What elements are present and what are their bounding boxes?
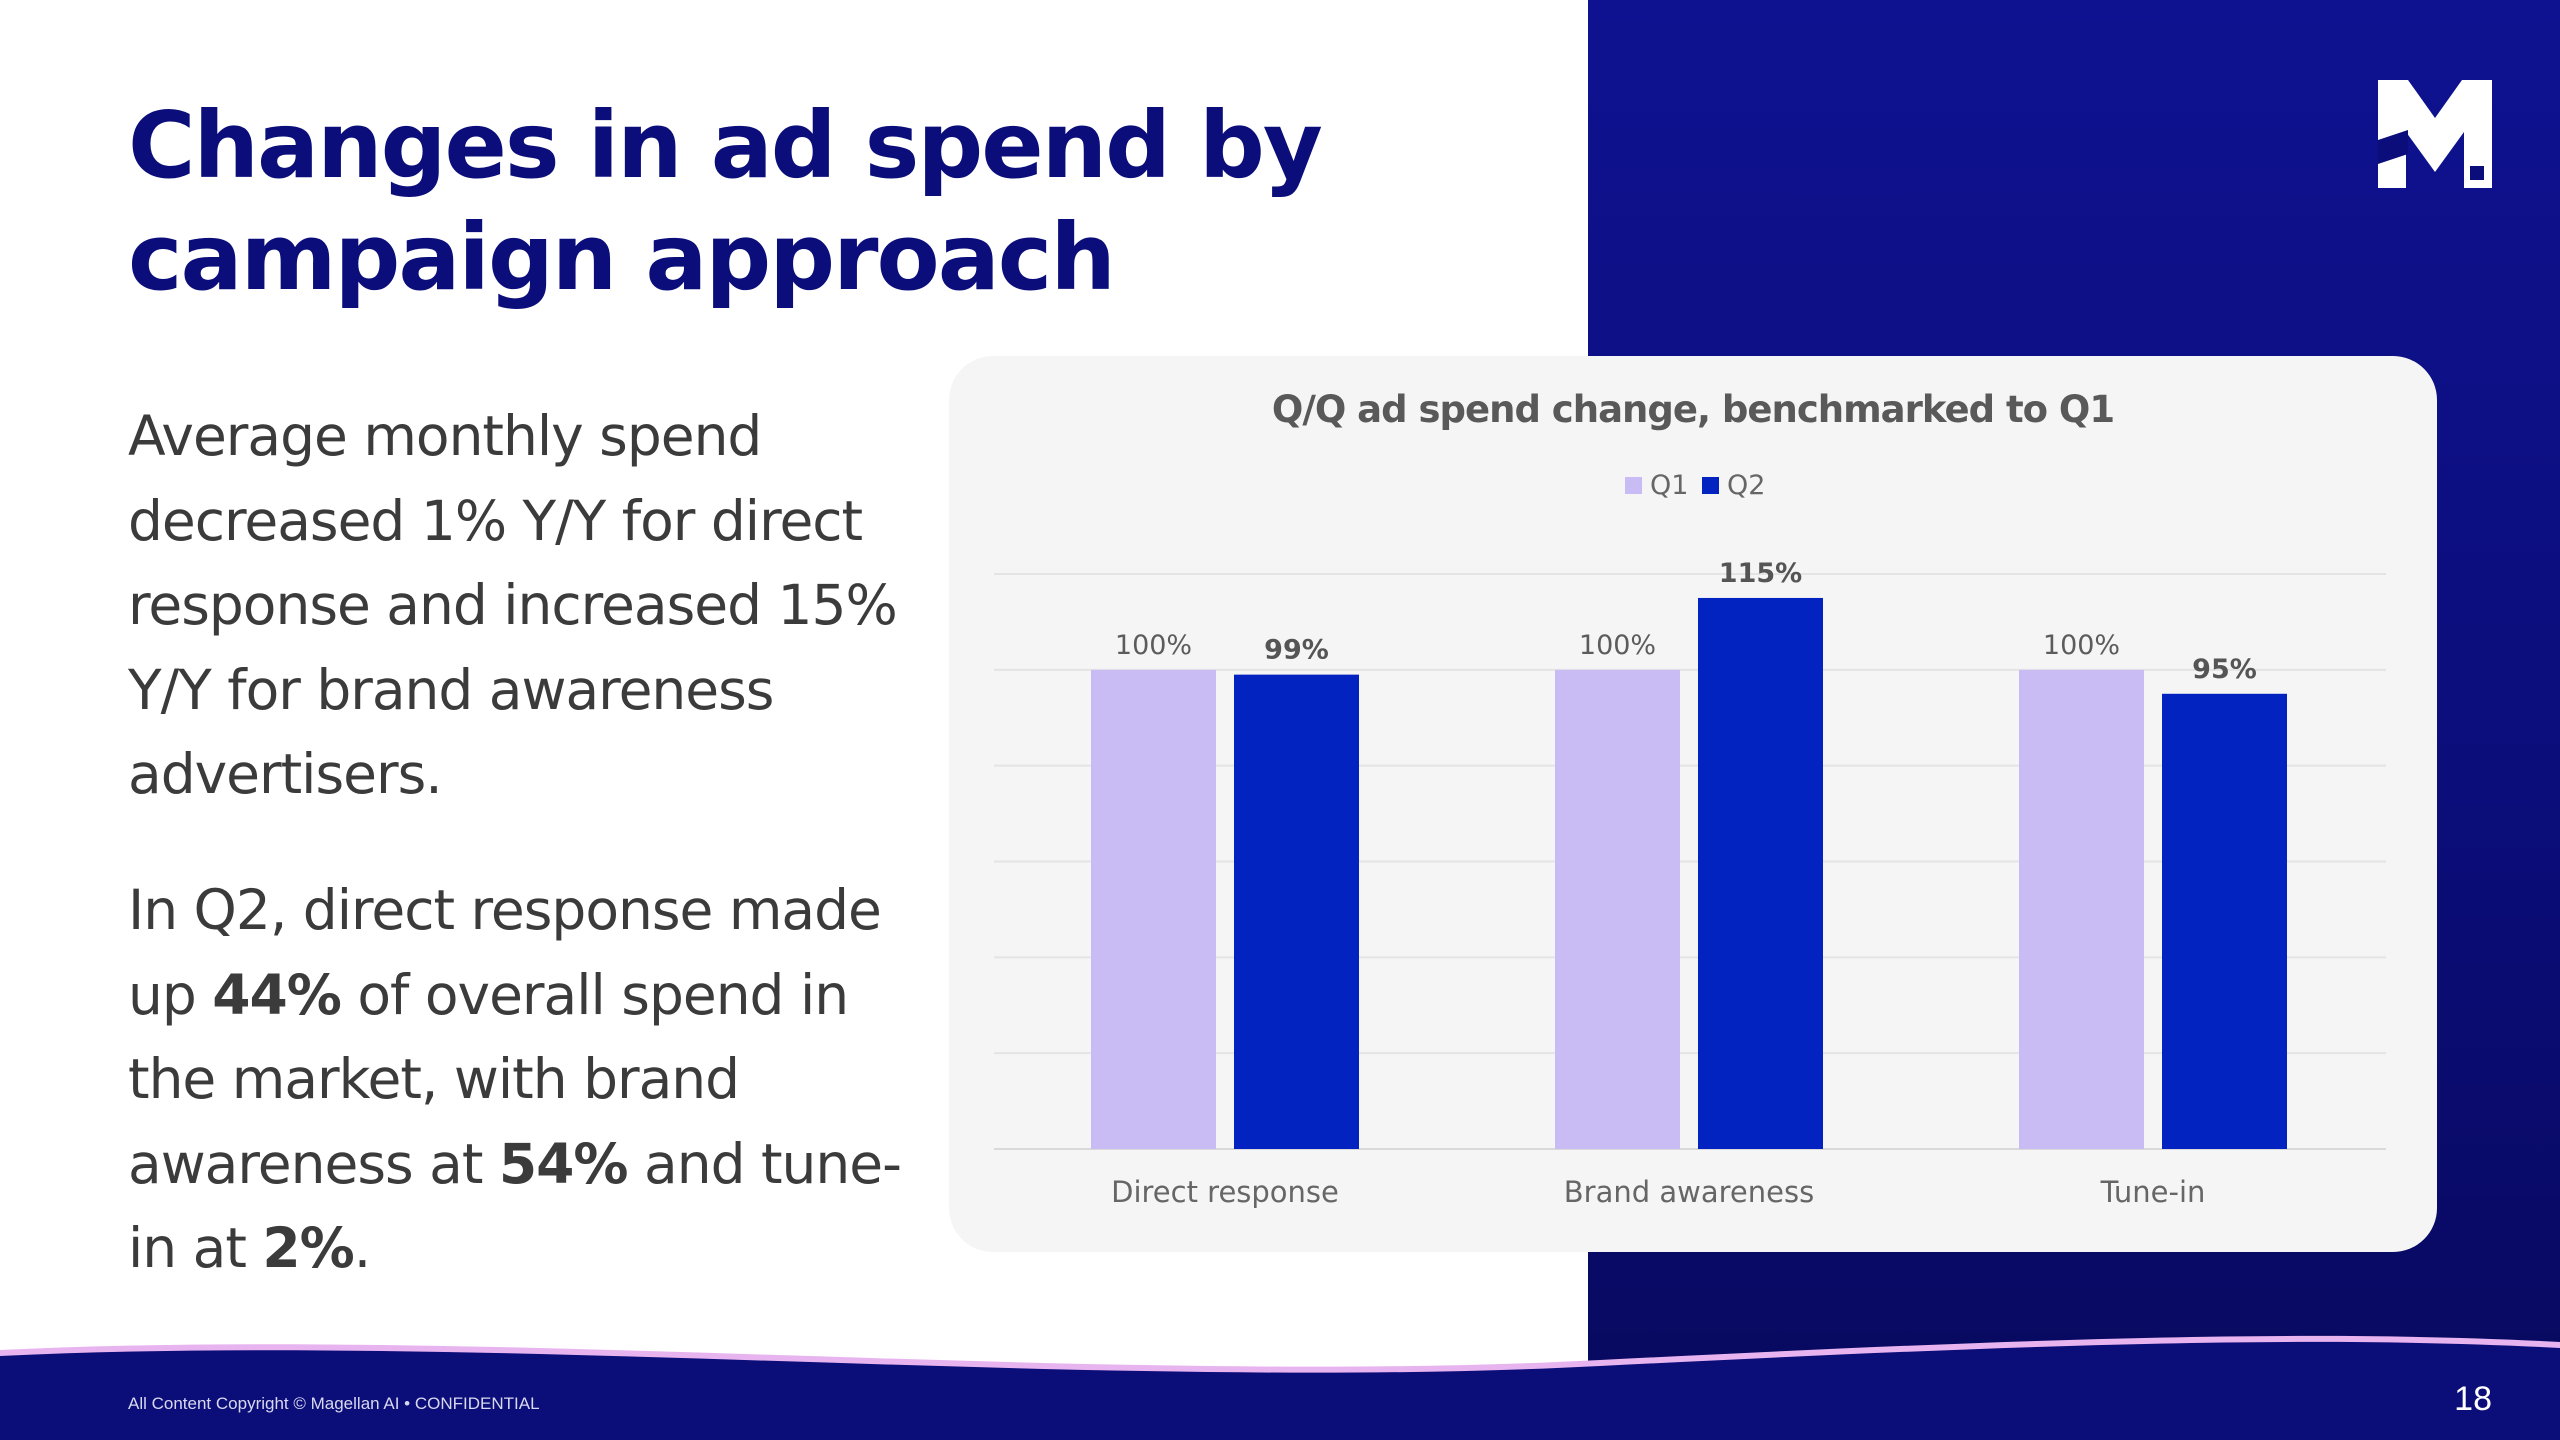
share-text-1: In Q2, direct response made up — [128, 878, 882, 1027]
bar-q1-3 — [2019, 669, 2144, 1149]
legend-swatch-q2 — [1702, 477, 1719, 494]
value-label-q2-2: 115% — [1719, 558, 1802, 589]
share-paragraph: In Q2, direct response made up 44% of ov… — [128, 868, 928, 1291]
value-label-q1-1: 100% — [1115, 630, 1192, 661]
bar-chart: Q/Q ad spend change, benchmarked to Q1 Q… — [994, 388, 2386, 1209]
legend-label-q1: Q1 — [1650, 470, 1688, 501]
legend-swatch-q1 — [1625, 477, 1642, 494]
share-text-3: and tune-in at — [128, 1131, 902, 1281]
brand-awareness-share: 54% — [498, 1131, 629, 1196]
magellan-m-logo-icon — [2378, 80, 2492, 188]
share-text-2: of overall spend in the market, with bra… — [128, 962, 849, 1196]
bar-q2-2 — [1698, 597, 1823, 1149]
page-number: 18 — [2454, 1380, 2492, 1418]
bar-q2-1 — [1234, 674, 1359, 1149]
direct-response-share: 44% — [212, 962, 342, 1027]
copyright-notice: All Content Copyright © Magellan AI • CO… — [128, 1394, 540, 1413]
category-label-2: Brand awareness — [1564, 1175, 1814, 1209]
footer-wave — [0, 1335, 2560, 1440]
value-label-q2-3: 95% — [2192, 654, 2257, 685]
value-label-q1-2: 100% — [1579, 630, 1656, 661]
tune-in-share: 2% — [262, 1216, 354, 1280]
chart-legend: Q1 Q2 — [1625, 470, 1765, 501]
bar-q1-2 — [1555, 669, 1680, 1149]
chart-gridlines — [994, 573, 2386, 1150]
legend-label-q2: Q2 — [1727, 470, 1765, 501]
summary-paragraph: Average monthly spend decreased 1% Y/Y f… — [128, 404, 898, 806]
share-text-4: . — [353, 1216, 372, 1280]
category-label-3: Tune-in — [2100, 1175, 2206, 1209]
chart-title: Q/Q ad spend change, benchmarked to Q1 — [1272, 388, 2114, 431]
page-title: Changes in ad spend by campaign approach — [128, 92, 1323, 311]
category-label-1: Direct response — [1111, 1175, 1339, 1209]
bar-q1-1 — [1091, 669, 1216, 1149]
chart-card: Q/Q ad spend change, benchmarked to Q1 Q… — [949, 356, 2437, 1252]
value-label-q1-3: 100% — [2043, 630, 2120, 661]
value-label-q2-1: 99% — [1264, 635, 1329, 666]
chart-bars — [1091, 597, 2287, 1149]
bar-q2-3 — [2162, 693, 2287, 1149]
chart-category-labels: Direct response Brand awareness Tune-in — [1111, 1175, 2205, 1209]
chart-value-labels: 100% 99% 100% 115% 100% 95% — [1115, 558, 2257, 685]
